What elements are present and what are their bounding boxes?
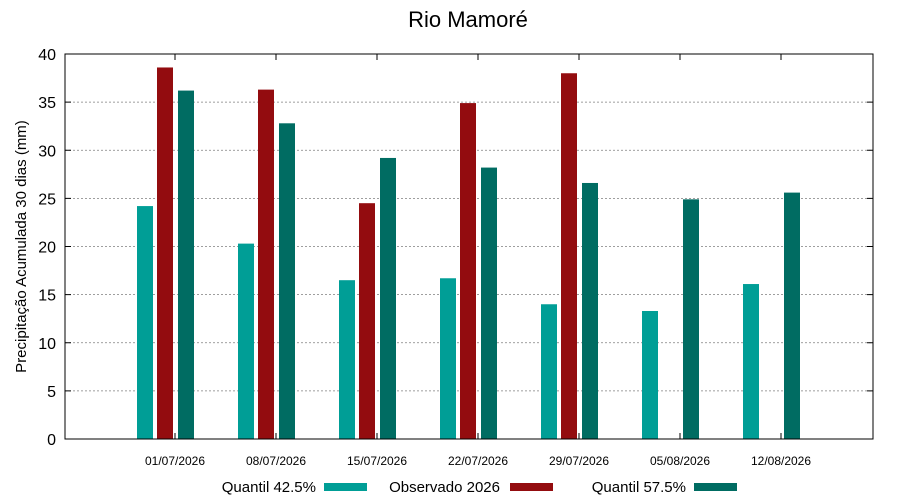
bar [238, 243, 254, 439]
y-tick-label: 0 [47, 432, 56, 449]
bar [440, 278, 456, 439]
y-tick-label: 25 [38, 191, 56, 208]
bar [339, 280, 355, 439]
legend-swatch [510, 483, 553, 491]
bar [178, 90, 194, 439]
bar [137, 206, 153, 439]
y-tick-label: 40 [38, 47, 56, 64]
legend: Quantil 42.5% Observado 2026 Quantil 57.5% [222, 479, 737, 496]
bars [137, 67, 800, 440]
bar [380, 157, 396, 439]
legend-label: Observado 2026 [389, 479, 500, 496]
bar [460, 103, 476, 440]
bar [683, 199, 699, 439]
bar [784, 192, 800, 439]
x-tick-label: 01/07/2026 [145, 454, 205, 468]
legend-swatch [694, 483, 737, 491]
bar [743, 284, 759, 439]
legend-label: Quantil 42.5% [222, 479, 316, 496]
bar [481, 167, 497, 439]
bar [541, 304, 557, 439]
y-tick-label: 15 [38, 288, 56, 305]
y-tick-label: 35 [38, 95, 56, 112]
x-tick-label: 22/07/2026 [448, 454, 508, 468]
bar [642, 310, 658, 439]
bar [157, 67, 173, 439]
bar [359, 203, 375, 439]
y-tick-label: 5 [47, 384, 56, 401]
y-axis-label: Precipitação Acumulada 30 dias (mm) [13, 120, 30, 373]
x-tick-label: 29/07/2026 [549, 454, 609, 468]
x-tick-label: 08/07/2026 [246, 454, 306, 468]
axes: 0 5 10 15 20 25 30 35 40 01/07/2026 08/07/2026 15/0… [38, 47, 873, 468]
bar [279, 123, 295, 440]
bar [582, 182, 598, 439]
chart-title: Rio Mamoré [408, 7, 528, 32]
bar [561, 73, 577, 439]
x-tick-label: 05/08/2026 [650, 454, 710, 468]
y-tick-label: 20 [38, 240, 56, 257]
x-tick-label: 12/08/2026 [751, 454, 811, 468]
legend-label: Quantil 57.5% [592, 479, 686, 496]
legend-swatch [324, 483, 367, 491]
y-tick-label: 30 [38, 143, 56, 160]
bar [258, 89, 274, 440]
x-tick-label: 15/07/2026 [347, 454, 407, 468]
y-tick-label: 10 [38, 336, 56, 353]
